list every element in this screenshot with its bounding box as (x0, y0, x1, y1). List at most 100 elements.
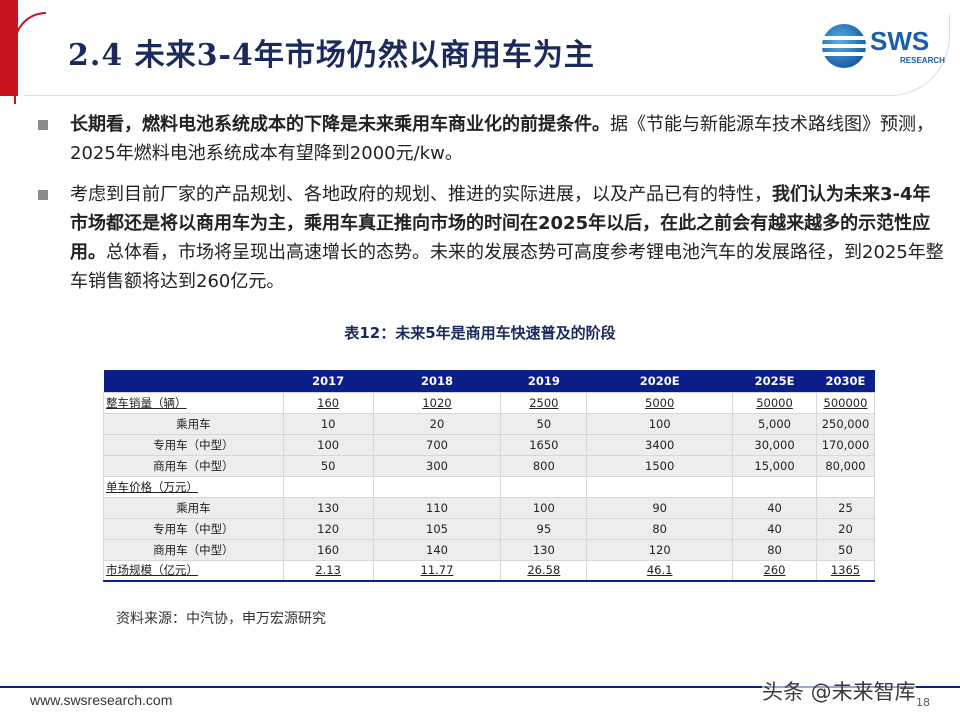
table-cell: 50 (500, 412, 588, 435)
table-cell (815, 475, 876, 498)
table-cell (500, 475, 588, 498)
table-cell: 46.1 (586, 559, 734, 582)
table-cell: 80,000 (815, 454, 876, 477)
bullet-2-bold: 我们认为未来3-4年市场都还是将以商用车为主，乘用车真正推向市场的时间在2025… (70, 184, 931, 263)
title-accent-bar (0, 0, 46, 104)
table-cell: 800 (500, 454, 588, 477)
table-cell: 20 (815, 517, 876, 540)
row-label: 整车销量（辆） (103, 391, 284, 414)
bullet-square-icon (38, 120, 48, 130)
table-cell: 90 (586, 496, 734, 519)
row-label: 市场规模（亿元） (103, 559, 284, 582)
table-cell: 2.13 (282, 559, 374, 582)
forecast-table: 2017 2018 2019 2020E 2025E 2030E 整车销量（辆）… (103, 370, 876, 582)
logo-text: SWS (870, 26, 930, 56)
table-cell: 110 (372, 496, 502, 519)
table-cell: 1365 (815, 559, 876, 582)
page-title: 2.4 未来3-4年市场仍然以商用车为主 (68, 38, 595, 73)
table-cell: 95 (500, 517, 588, 540)
table-row: 乘用车 10 20 50 100 5,000 250,000 (103, 412, 876, 435)
sws-logo: SWS RESEARCH (822, 24, 945, 70)
table-cell: 105 (372, 517, 502, 540)
bullet-square-icon (38, 190, 48, 200)
table-cell: 40 (732, 517, 817, 540)
row-label: 专用车（中型） (103, 517, 284, 540)
table-cell: 1500 (586, 454, 734, 477)
table-cell: 100 (500, 496, 588, 519)
table-cell: 11.77 (372, 559, 502, 582)
table-cell: 300 (372, 454, 502, 477)
table-row: 专用车（中型） 100 700 1650 3400 30,000 170,000 (103, 433, 876, 456)
logo-subtext: RESEARCH (900, 56, 945, 65)
row-label: 专用车（中型） (103, 433, 284, 456)
bullet-2: 考虑到目前厂家的产品规划、各地政府的规划、推进的实际进展，以及产品已有的特性，我… (38, 180, 948, 296)
footer-divider (0, 686, 960, 688)
table-row: 市场规模（亿元） 2.13 11.77 26.58 46.1 260 1365 (103, 559, 876, 582)
table-cell: 500000 (815, 391, 876, 414)
table-cell: 100 (282, 433, 374, 456)
table-cell: 2500 (500, 391, 588, 414)
table-cell: 80 (732, 538, 817, 561)
table-row: 商用车（中型） 50 300 800 1500 15,000 80,000 (103, 454, 876, 477)
table-row: 整车销量（辆） 160 1020 2500 5000 50000 500000 (103, 391, 876, 414)
column-header (103, 370, 284, 392)
bullet-1-rest: 据《节能与新能源车技术路线图》预测，2025年燃料电池系统成本有望降到2000元… (70, 114, 934, 164)
table-cell: 130 (500, 538, 588, 561)
table-cell (372, 475, 502, 498)
row-label: 乘用车 (103, 496, 284, 519)
bullet-1-bold: 长期看，燃料电池系统成本的下降是未来乘用车商业化的前提条件。 (70, 114, 610, 135)
table-cell: 3400 (586, 433, 734, 456)
table-cell: 140 (372, 538, 502, 561)
source-note: 资料来源：中汽协，申万宏源研究 (116, 611, 326, 627)
bullet-2-rest: 总体看，市场将呈现出高速增长的态势。未来的发展态势可高度参考锂电池汽车的发展路径… (70, 242, 944, 292)
table-cell: 250,000 (815, 412, 876, 435)
table-cell: 50 (815, 538, 876, 561)
table-cell: 5000 (586, 391, 734, 414)
table-cell: 160 (282, 391, 374, 414)
bullet-2-text: 考虑到目前厂家的产品规划、各地政府的规划、推进的实际进展，以及产品已有的特性，我… (70, 180, 948, 296)
column-header: 2019 (500, 370, 587, 392)
table-cell: 20 (372, 412, 502, 435)
row-label: 乘用车 (103, 412, 284, 435)
sws-logo-icon (822, 24, 866, 68)
row-label: 单车价格（万元） (103, 475, 284, 498)
page-number: 18 (916, 696, 930, 709)
column-header: 2018 (373, 370, 501, 392)
table-cell: 160 (282, 538, 374, 561)
table-cell: 700 (372, 433, 502, 456)
watermark: 头条 @未来智库 (762, 676, 916, 706)
column-header: 2030E (816, 370, 875, 392)
table-row: 单车价格（万元） (103, 475, 876, 498)
table-cell: 80 (586, 517, 734, 540)
table-row: 乘用车 130 110 100 90 40 25 (103, 496, 876, 519)
table-cell (732, 475, 817, 498)
table-cell: 10 (282, 412, 374, 435)
bullet-1: 长期看，燃料电池系统成本的下降是未来乘用车商业化的前提条件。据《节能与新能源车技… (38, 110, 948, 168)
table-cell: 130 (282, 496, 374, 519)
table-cell: 100 (586, 412, 734, 435)
footer-url[interactable]: www.swsresearch.com (30, 692, 173, 708)
table-header-row: 2017 2018 2019 2020E 2025E 2030E (103, 370, 875, 392)
table-cell (282, 475, 374, 498)
table-row: 专用车（中型） 120 105 95 80 40 20 (103, 517, 876, 540)
column-header: 2025E (732, 370, 817, 392)
table-cell: 1650 (500, 433, 588, 456)
table-row: 商用车（中型） 160 140 130 120 80 50 (103, 538, 876, 561)
column-header: 2017 (283, 370, 374, 392)
row-label: 商用车（中型） (103, 538, 284, 561)
table-cell: 15,000 (732, 454, 817, 477)
row-label: 商用车（中型） (103, 454, 284, 477)
table-cell: 50 (282, 454, 374, 477)
table-cell: 120 (586, 538, 734, 561)
bullet-1-text: 长期看，燃料电池系统成本的下降是未来乘用车商业化的前提条件。据《节能与新能源车技… (70, 110, 948, 168)
table-cell: 120 (282, 517, 374, 540)
table-cell: 30,000 (732, 433, 817, 456)
column-header: 2020E (586, 370, 733, 392)
table-caption: 表12：未来5年是商用车快速普及的阶段 (344, 324, 616, 342)
table-cell: 170,000 (815, 433, 876, 456)
table-cell: 1020 (372, 391, 502, 414)
table-cell (586, 475, 734, 498)
table-cell: 25 (815, 496, 876, 519)
table-cell: 50000 (732, 391, 817, 414)
table-cell: 5,000 (732, 412, 817, 435)
